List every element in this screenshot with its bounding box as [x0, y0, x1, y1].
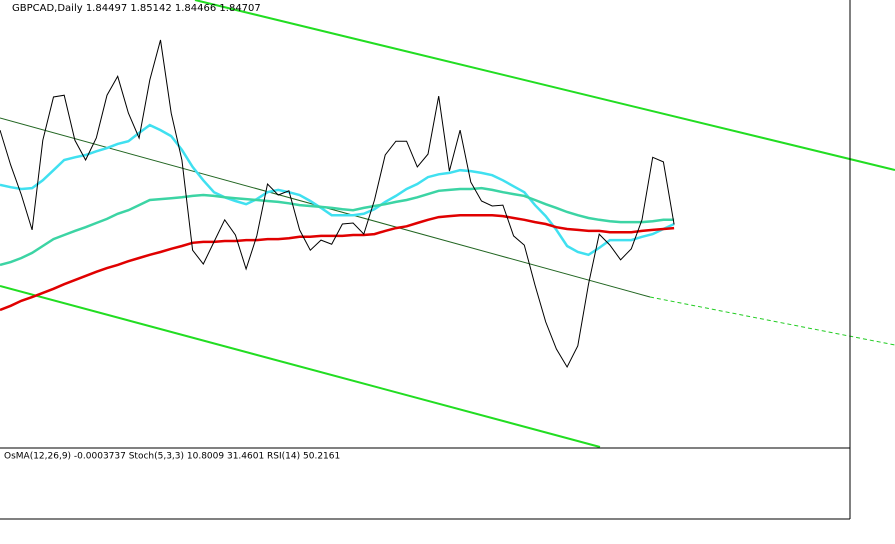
series-line	[0, 39, 675, 369]
channel-lower	[0, 285, 601, 448]
series-line	[0, 186, 675, 267]
indicator-title: OsMA(12,26,9) -0.0003737 Stoch(5,3,3) 10…	[4, 452, 340, 462]
series-line	[0, 213, 675, 312]
chart-title: GBPCAD,Daily 1.84497 1.85142 1.84466 1.8…	[12, 3, 261, 14]
channel-upper	[194, 0, 895, 171]
series-line	[0, 123, 675, 257]
marks-layer	[0, 39, 675, 369]
